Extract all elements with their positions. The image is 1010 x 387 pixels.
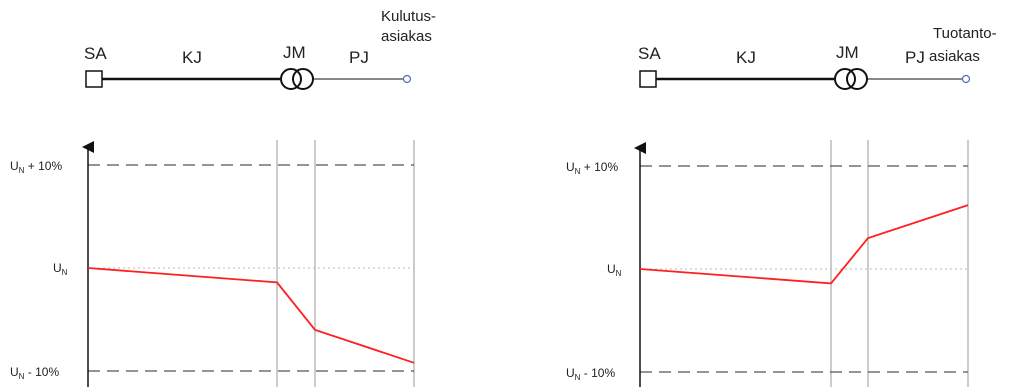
single-line-diagram: SA KJ JM PJ Kulutus- asiakas: [84, 8, 436, 90]
panel-consumption: SA KJ JM PJ Kulutus- asiakas UN + 10% U: [10, 8, 436, 387]
customer-label-line2: asiakas: [381, 28, 432, 45]
transformer-coil-2: [292, 68, 314, 90]
transformer-coil-1: [280, 68, 302, 90]
y-label-upper: UN + 10%: [10, 159, 62, 175]
customer-node: [961, 74, 971, 84]
substation-symbol: [639, 70, 657, 88]
y-label-lower: UN - 10%: [10, 365, 59, 381]
voltage-profile-line: [87, 267, 415, 364]
transformer-coil-1: [834, 68, 856, 90]
voltage-chart: UN + 10% UN UN - 10%: [10, 140, 415, 387]
single-line-diagram: SA KJ JM PJ Tuotanto- asiakas: [638, 25, 997, 90]
transformer-label: JM: [283, 43, 306, 62]
y-label-lower: UN - 10%: [566, 366, 615, 382]
voltage-profile-line: [639, 204, 969, 285]
customer-label-line1: Kulutus-: [381, 8, 436, 25]
y-label-nominal: UN: [607, 262, 622, 278]
customer-node: [402, 74, 412, 84]
substation-label: SA: [84, 44, 107, 63]
customer-label-line2: asiakas: [929, 48, 980, 65]
y-label-upper: UN + 10%: [566, 160, 618, 176]
customer-label-line1: Tuotanto-: [933, 25, 997, 42]
mv-line-label: KJ: [182, 48, 202, 67]
panel-production: SA KJ JM PJ Tuotanto- asiakas UN + 10% U…: [566, 25, 997, 387]
lv-line-label: PJ: [349, 48, 369, 67]
transformer-coil-2: [846, 68, 868, 90]
y-label-nominal: UN: [53, 261, 68, 277]
voltage-chart: UN + 10% UN UN - 10%: [566, 140, 969, 387]
substation-symbol: [85, 70, 103, 88]
transformer-label: JM: [836, 43, 859, 62]
mv-line-label: KJ: [736, 48, 756, 67]
substation-label: SA: [638, 44, 661, 63]
lv-line-label: PJ: [905, 48, 925, 67]
